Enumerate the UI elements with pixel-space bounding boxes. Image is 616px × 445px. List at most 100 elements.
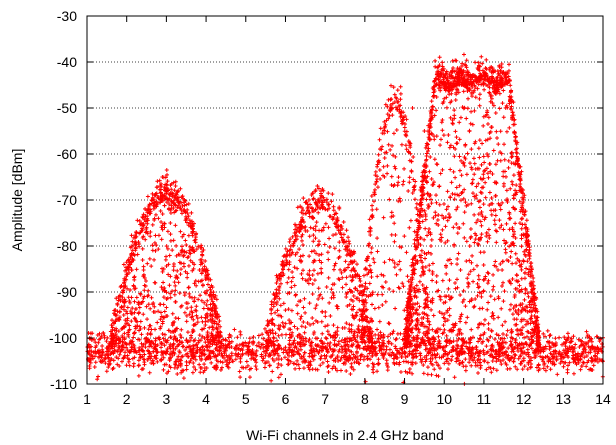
data-point — [344, 369, 349, 374]
data-point — [454, 356, 459, 361]
data-point — [193, 357, 198, 362]
data-point — [425, 148, 430, 153]
data-point — [381, 332, 386, 337]
data-point — [172, 292, 177, 297]
data-point — [277, 343, 282, 348]
data-point — [327, 244, 332, 249]
data-point — [190, 260, 195, 265]
data-point — [206, 277, 211, 282]
data-point — [581, 361, 586, 366]
data-point — [97, 331, 102, 336]
data-point — [187, 291, 192, 296]
data-point — [89, 349, 94, 354]
data-point — [498, 158, 503, 163]
data-point — [368, 293, 373, 298]
data-point — [296, 347, 301, 352]
data-point — [315, 183, 320, 188]
data-point — [507, 227, 512, 232]
data-point — [169, 203, 174, 208]
data-point — [147, 340, 152, 345]
data-point — [134, 295, 139, 300]
data-point — [148, 356, 153, 361]
data-point — [585, 360, 590, 365]
data-point — [207, 344, 212, 349]
data-point — [465, 106, 470, 111]
data-point — [370, 353, 375, 358]
data-point — [436, 374, 441, 379]
data-point — [504, 221, 509, 226]
data-point — [310, 209, 315, 214]
data-point — [136, 358, 141, 363]
data-point — [328, 355, 333, 360]
data-point — [338, 267, 343, 272]
data-point — [339, 344, 344, 349]
data-point — [517, 289, 522, 294]
data-point — [313, 236, 318, 241]
data-point — [135, 324, 140, 329]
data-point — [284, 252, 289, 257]
data-point — [469, 147, 474, 152]
data-point — [254, 343, 259, 348]
data-point — [371, 364, 376, 369]
data-point — [204, 344, 209, 349]
data-point — [334, 220, 339, 225]
data-point — [149, 295, 154, 300]
data-point — [404, 117, 409, 122]
data-point — [336, 341, 341, 346]
data-point — [336, 223, 341, 228]
data-point — [274, 357, 279, 362]
data-point — [301, 319, 306, 324]
data-point — [448, 70, 453, 75]
data-point — [478, 219, 483, 224]
data-point — [148, 234, 153, 239]
data-point — [353, 274, 358, 279]
data-point — [534, 365, 539, 370]
data-point — [478, 333, 483, 338]
data-point — [407, 180, 412, 185]
data-point — [422, 129, 427, 133]
data-point — [167, 283, 172, 288]
data-point — [522, 335, 527, 340]
data-point — [513, 221, 518, 226]
data-point — [511, 359, 516, 364]
data-point — [150, 340, 155, 345]
data-point — [133, 286, 138, 291]
data-point — [492, 263, 497, 268]
data-point — [306, 198, 311, 203]
data-point — [347, 356, 352, 361]
data-point — [256, 340, 261, 345]
data-point — [295, 266, 300, 271]
data-point — [288, 237, 293, 242]
data-point — [352, 251, 357, 256]
data-point — [343, 268, 348, 273]
data-point — [288, 359, 293, 364]
data-point — [145, 231, 150, 236]
data-point — [139, 228, 144, 233]
data-point — [374, 351, 379, 356]
data-point — [106, 365, 111, 370]
data-point — [482, 352, 487, 357]
data-point — [572, 357, 577, 362]
data-point — [265, 339, 270, 344]
data-point — [505, 354, 510, 359]
data-point — [313, 224, 318, 229]
data-point — [488, 365, 493, 370]
data-point — [165, 179, 170, 184]
data-point — [529, 289, 534, 294]
data-point — [386, 321, 391, 326]
data-point — [213, 309, 218, 314]
data-point — [546, 355, 551, 360]
data-point — [142, 362, 147, 367]
data-point — [316, 286, 321, 291]
data-point — [302, 225, 307, 230]
data-point — [381, 273, 386, 278]
data-point — [397, 362, 402, 367]
data-point — [303, 325, 308, 330]
data-point — [243, 365, 248, 370]
data-point — [433, 58, 438, 63]
data-point — [190, 227, 195, 232]
data-point — [491, 272, 496, 277]
data-point — [583, 347, 588, 352]
data-point — [493, 222, 498, 227]
data-point — [412, 288, 417, 293]
